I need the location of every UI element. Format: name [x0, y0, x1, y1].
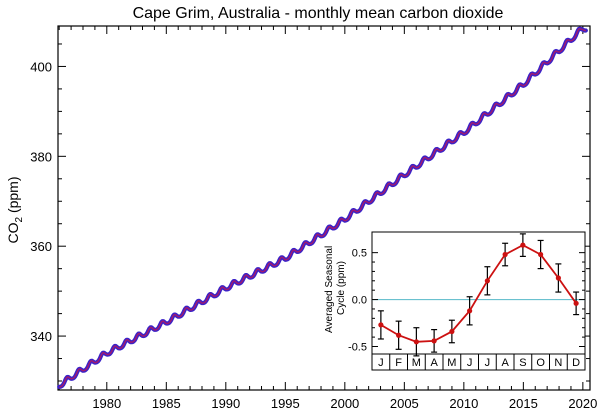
chart-title: Cape Grim, Australia - monthly mean carb… — [133, 5, 504, 22]
seasonal-cycle-point — [520, 242, 526, 248]
month-label: J — [378, 357, 384, 369]
month-label: J — [485, 357, 491, 369]
seasonal-cycle-point — [449, 328, 455, 335]
month-label: N — [554, 357, 562, 369]
y-tick-label: 360 — [30, 239, 52, 254]
seasonal-cycle-point — [502, 251, 508, 258]
inset-y-tick-label: 0.0 — [352, 295, 367, 307]
x-tick-label: 2000 — [330, 396, 359, 411]
seasonal-cycle-point — [413, 339, 419, 345]
inset-frame — [371, 231, 586, 371]
co2-monthly-line-core — [59, 27, 586, 388]
inset-y-tick-label: -0.5 — [348, 341, 367, 353]
plot-frame — [57, 25, 591, 391]
seasonal-cycle-point — [573, 300, 579, 306]
y-tick-label: 400 — [30, 59, 52, 74]
x-tick-label: 1995 — [271, 396, 300, 411]
x-tick-label: 2005 — [390, 396, 419, 411]
x-tick-label: 2015 — [509, 396, 538, 411]
y-tick-label: 380 — [30, 149, 52, 164]
seasonal-cycle-point — [467, 308, 473, 314]
month-label: M — [447, 357, 456, 369]
month-label: O — [536, 357, 545, 369]
seasonal-cycle-line — [380, 244, 577, 343]
month-label: F — [395, 357, 402, 369]
month-label: J — [467, 357, 473, 369]
x-tick-label: 1980 — [92, 396, 121, 411]
inset-content: J F M A M J J A S O N D0.50.0-0.5 — [348, 233, 585, 370]
seasonal-cycle-point — [538, 251, 544, 258]
x-tick-label: 2010 — [449, 396, 478, 411]
month-label: A — [501, 357, 509, 369]
x-tick-label: 1985 — [152, 396, 181, 411]
seasonal-cycle-point — [396, 332, 402, 338]
y-tick-label: 340 — [30, 329, 52, 344]
seasonal-cycle-point — [431, 338, 437, 344]
seasonal-cycle-point — [378, 322, 384, 328]
month-label: A — [430, 357, 438, 369]
month-label: M — [412, 357, 421, 369]
seasonal-cycle-point — [555, 275, 561, 281]
month-label: S — [519, 357, 526, 369]
x-tick-label: 2020 — [568, 396, 597, 411]
inset-y-tick-label: 0.5 — [352, 248, 367, 260]
y-axis-label: CO2 (ppm) — [5, 176, 25, 243]
seasonal-cycle-point — [484, 278, 490, 284]
co2-series — [57, 26, 588, 389]
inset-y-label: Averaged Seasonal Cycle (ppm) — [324, 243, 347, 333]
main-axis-ticks: 1980 1985 1990 1995 2000 2005 2010 2015 2020 340 3… — [30, 26, 597, 411]
month-label: D — [572, 357, 580, 369]
x-tick-label: 1990 — [211, 396, 240, 411]
